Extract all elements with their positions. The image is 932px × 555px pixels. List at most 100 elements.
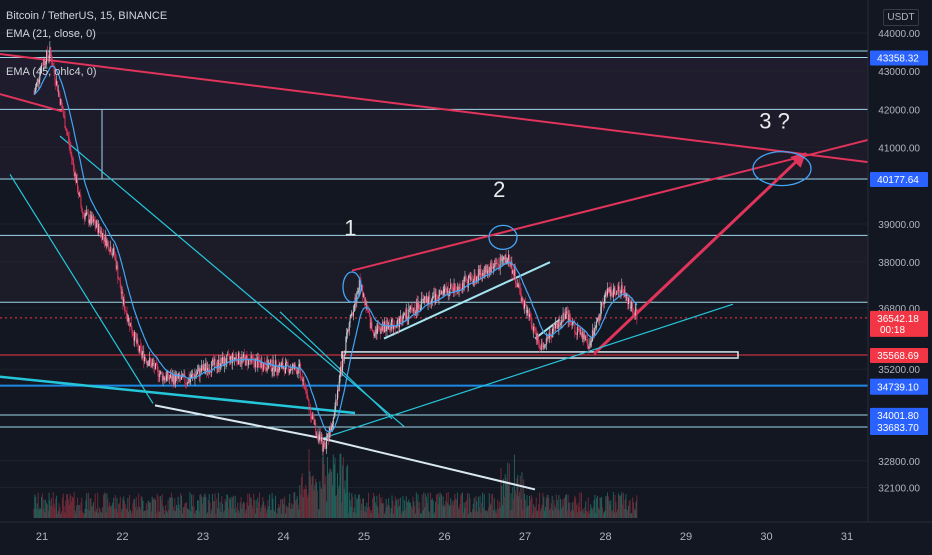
support-rectangle[interactable] xyxy=(341,351,739,359)
ema21-line[interactable] xyxy=(33,65,638,433)
currency-button[interactable]: USDT xyxy=(883,9,919,26)
candle-body xyxy=(391,318,393,323)
volume-bar xyxy=(267,499,269,518)
price-label-box[interactable] xyxy=(870,50,928,66)
candle-body xyxy=(429,295,431,304)
candle-body xyxy=(466,278,468,280)
volume-bar xyxy=(167,499,169,518)
candle-body xyxy=(333,414,335,418)
candle-body xyxy=(156,363,158,368)
support-trendline[interactable] xyxy=(0,375,356,415)
candle-body xyxy=(181,376,183,380)
candle-body xyxy=(528,309,530,317)
volume-bar xyxy=(97,492,99,518)
volume-bar xyxy=(238,510,240,518)
candle-body xyxy=(247,357,249,366)
volume-bar xyxy=(550,503,552,518)
volume-bar xyxy=(618,495,620,518)
candle-body xyxy=(607,288,609,296)
candle-body xyxy=(148,363,150,366)
volume-bar xyxy=(264,505,266,518)
price-label-box[interactable] xyxy=(870,407,928,423)
candle-body xyxy=(165,378,167,381)
candle-body xyxy=(509,263,511,266)
volume-bar xyxy=(217,492,219,518)
price-label-box[interactable] xyxy=(870,171,928,187)
price-label-box[interactable] xyxy=(870,420,928,436)
candle-body xyxy=(311,416,313,419)
volume-bar xyxy=(157,511,159,518)
candle-body xyxy=(72,158,74,160)
volume-bar xyxy=(561,499,563,518)
volume-bar xyxy=(355,512,357,518)
candle-body xyxy=(227,354,229,356)
target-circle-3[interactable] xyxy=(752,150,812,187)
candle-body xyxy=(371,322,373,331)
candle-body xyxy=(397,317,399,322)
volume-bar xyxy=(51,506,53,518)
price-label-box[interactable] xyxy=(870,310,928,337)
candle-body xyxy=(284,368,286,374)
candle-body xyxy=(593,331,595,336)
candle-body xyxy=(342,356,344,371)
projection-arrow[interactable] xyxy=(592,152,807,355)
volume-bar xyxy=(228,498,230,518)
ema45-legend[interactable]: EMA (45, ohlc4, 0) xyxy=(6,66,97,78)
volume-bar xyxy=(232,497,234,518)
x-tick-label: 23 xyxy=(197,531,209,543)
volume-bar xyxy=(134,506,136,518)
channel-line[interactable] xyxy=(279,311,393,420)
candle-body xyxy=(269,362,271,365)
candle-body xyxy=(362,284,364,297)
candle-body xyxy=(326,433,328,438)
candle-body xyxy=(151,363,153,368)
candle-body xyxy=(140,348,142,355)
falling-channel-line[interactable] xyxy=(9,174,154,404)
candle-body xyxy=(303,379,305,387)
candle-body xyxy=(296,370,298,374)
candle-body xyxy=(493,264,495,267)
volume-bar xyxy=(310,476,312,518)
white-trendline[interactable] xyxy=(154,404,321,439)
candle-body xyxy=(527,309,529,311)
candle-body xyxy=(305,388,307,391)
candle-body xyxy=(410,306,412,309)
red-resistance-trendline[interactable] xyxy=(0,53,869,164)
candle-body xyxy=(266,359,268,372)
volume-bar xyxy=(373,496,375,518)
candle-body xyxy=(591,340,593,342)
price-label-box[interactable] xyxy=(870,379,928,395)
candle-body xyxy=(211,361,213,373)
white-trendline[interactable] xyxy=(319,436,536,491)
candle-body xyxy=(93,219,95,223)
price-label-box[interactable] xyxy=(870,348,928,364)
rising-channel-line[interactable] xyxy=(383,261,551,340)
volume-bar xyxy=(319,481,321,518)
candle-body xyxy=(413,307,415,312)
candle-body xyxy=(523,303,525,309)
red-trendline-short[interactable] xyxy=(0,93,63,113)
red-rising-trendline[interactable] xyxy=(351,138,869,272)
volume-bar xyxy=(229,499,231,518)
volume-bar xyxy=(144,510,146,518)
volume-bar xyxy=(351,493,353,518)
candle-body xyxy=(447,288,449,297)
rising-support-line[interactable] xyxy=(323,303,734,439)
volume-bar xyxy=(427,492,429,518)
candle-body xyxy=(40,64,42,73)
volume-bar xyxy=(283,504,285,518)
peak-circle-2[interactable] xyxy=(488,224,518,250)
ema21-legend[interactable]: EMA (21, close, 0) xyxy=(6,28,96,40)
volume-bar xyxy=(446,502,448,518)
volume-bar xyxy=(388,505,390,518)
candle-body xyxy=(472,280,474,284)
volume-bar xyxy=(82,513,84,518)
peak-circle-1[interactable] xyxy=(342,271,362,303)
candle-body xyxy=(362,293,364,297)
volume-bar xyxy=(48,492,50,518)
candle-body xyxy=(547,335,549,339)
volume-bar xyxy=(117,512,119,518)
volume-bar xyxy=(331,485,333,518)
